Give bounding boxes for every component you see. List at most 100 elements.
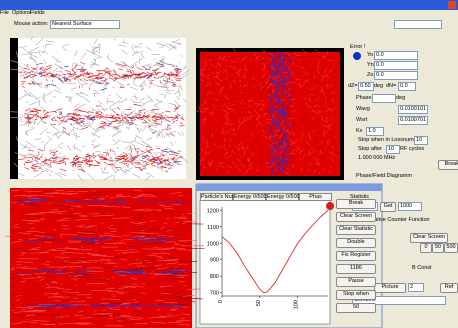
tab[interactable]: Particle's Num (200, 193, 237, 201)
input[interactable] (372, 94, 396, 103)
trace (267, 121, 272, 124)
trace (76, 121, 81, 125)
trace (108, 158, 118, 165)
close-button[interactable] (448, 1, 456, 9)
trace (321, 124, 327, 127)
plot-button[interactable]: Clear Statistic (336, 225, 376, 235)
trace (275, 90, 279, 94)
input[interactable]: 0.0 (374, 51, 418, 60)
trace (269, 75, 273, 80)
plot-button[interactable]: 1186 (336, 264, 376, 274)
input[interactable]: 0.0 (374, 61, 418, 70)
checkbox-label[interactable]: Kx (356, 128, 363, 134)
trace (181, 294, 195, 297)
trace (280, 78, 282, 81)
trace (106, 284, 108, 287)
trace (75, 323, 96, 325)
plot-button[interactable]: Clear Screen (336, 212, 376, 222)
trace (44, 293, 47, 296)
plot-button[interactable]: 50 (336, 303, 376, 313)
trace (63, 78, 69, 82)
menu-fields[interactable]: Fields (30, 10, 45, 16)
trace (177, 248, 192, 251)
trace (90, 62, 96, 69)
input[interactable]: 1000 (398, 202, 422, 211)
trace (124, 160, 130, 163)
trace (180, 274, 183, 277)
break-button[interactable]: Break (438, 160, 458, 170)
tab[interactable]: Energy 0/5000 (233, 193, 270, 201)
trace (211, 65, 213, 67)
trace (145, 172, 151, 175)
trace (281, 128, 283, 134)
trace (173, 76, 177, 78)
trace (44, 170, 48, 172)
trace (238, 101, 243, 104)
trace (288, 84, 291, 90)
trace (116, 193, 123, 196)
trace (295, 145, 300, 147)
trace (279, 106, 282, 110)
input[interactable]: 10 (414, 136, 428, 145)
step-button[interactable]: 50 (432, 243, 444, 253)
trace (182, 67, 186, 69)
plot-button[interactable]: Break (336, 199, 376, 209)
trace (21, 147, 28, 149)
trace (81, 69, 86, 73)
menu-options[interactable]: Options (12, 10, 31, 16)
tab[interactable]: Energy 0/500 (266, 193, 300, 201)
trace (59, 152, 61, 155)
trace (74, 64, 78, 68)
picture-spin[interactable]: 2 (408, 283, 424, 292)
trace (115, 286, 122, 289)
trace (220, 84, 222, 89)
ref-button[interactable]: Ref (440, 283, 458, 293)
input[interactable]: 0.0100701 (398, 116, 428, 125)
mouse-select[interactable]: Nearest Surface (50, 20, 120, 29)
trace (146, 71, 152, 75)
trace (34, 96, 41, 101)
trace (57, 78, 63, 81)
trace (287, 70, 290, 73)
step-button[interactable]: 500 (444, 243, 458, 253)
trace (283, 133, 285, 138)
input[interactable]: 10 (386, 145, 400, 154)
combine-select[interactable]: Combine (352, 296, 446, 305)
clear-button[interactable]: Clear Screen (410, 233, 448, 243)
input[interactable]: 0.0 (398, 82, 416, 91)
trace (92, 116, 98, 118)
trace (146, 283, 149, 285)
trace (15, 136, 19, 142)
trace (284, 76, 287, 80)
trace (130, 118, 135, 120)
tab[interactable]: Phas (299, 193, 332, 201)
step-button[interactable]: 0 (420, 243, 432, 253)
trace (64, 287, 68, 289)
input[interactable]: 0.0 (374, 71, 418, 80)
trace (236, 157, 241, 162)
trace (274, 92, 277, 96)
trace (153, 104, 160, 110)
trace (101, 120, 107, 124)
trace (226, 118, 230, 120)
input[interactable]: 1.0 (366, 127, 384, 136)
menu-file[interactable]: File (0, 10, 9, 16)
trace (255, 115, 261, 121)
trace (159, 60, 170, 65)
top-select[interactable] (394, 20, 442, 29)
input[interactable]: 0.50 (358, 82, 374, 91)
picture-button[interactable]: Picture (374, 283, 406, 293)
trace (140, 53, 145, 59)
plot-button[interactable]: Stop when (336, 290, 376, 300)
trace (243, 170, 249, 176)
trace (42, 111, 45, 113)
trace (117, 274, 127, 277)
get-button[interactable]: Get (380, 202, 396, 212)
trace (285, 92, 289, 96)
plot-button[interactable]: Pause (336, 277, 376, 287)
input[interactable]: 0.0100101 (398, 105, 428, 114)
trace (92, 155, 97, 159)
plot-button[interactable]: Double (336, 238, 376, 248)
trace (113, 38, 117, 41)
plot-button[interactable]: Fix Register (336, 251, 376, 261)
